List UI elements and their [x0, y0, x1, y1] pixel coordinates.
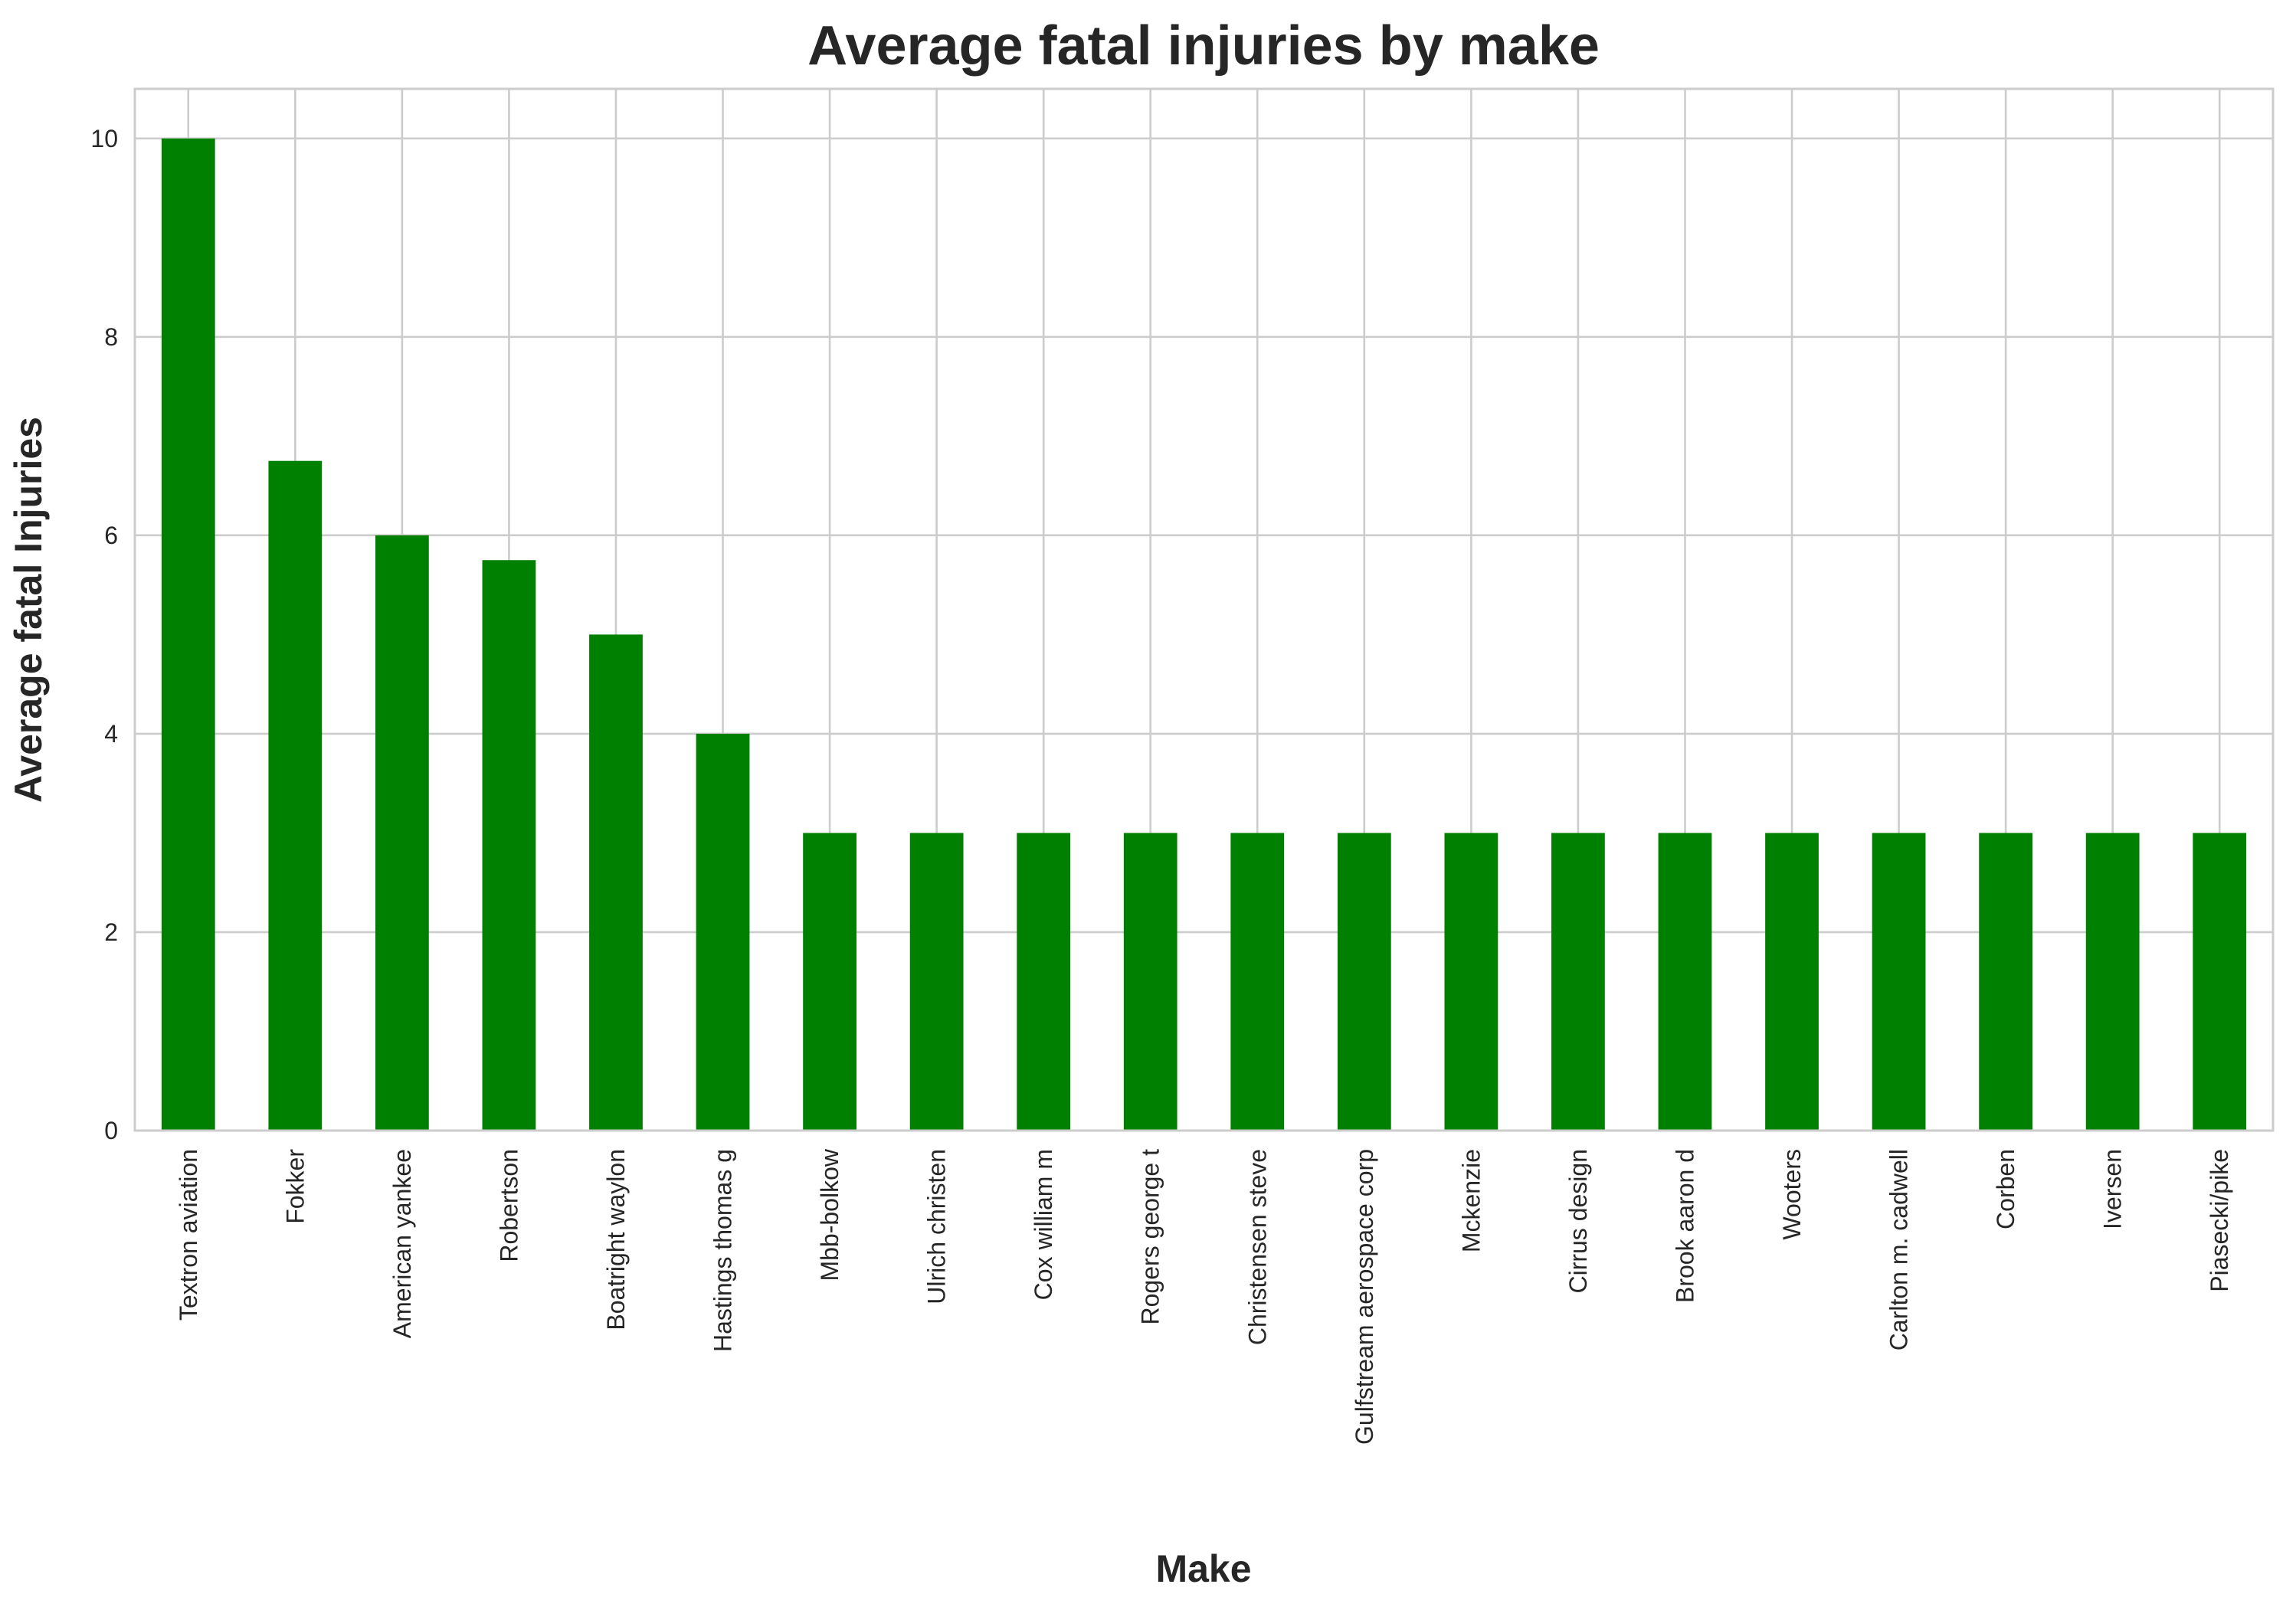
- x-tick-label: Ulrich christen: [923, 1149, 951, 1304]
- bar-layer: [161, 138, 2247, 1131]
- x-tick-label: Carlton m. cadwell: [1885, 1149, 1913, 1350]
- bar: [696, 733, 750, 1131]
- bar: [482, 560, 536, 1131]
- y-tick-label: 2: [104, 918, 118, 946]
- x-axis-label: Make: [1155, 1547, 1251, 1590]
- bar: [2193, 833, 2247, 1131]
- x-tick-labels: Textron aviation Fokker American yankee Rob…: [175, 1148, 2233, 1445]
- grid-layer: [135, 89, 2273, 1132]
- bar: [375, 535, 429, 1131]
- x-tick-label: Cox william m: [1030, 1149, 1057, 1300]
- x-tick-label: Hastings thomas g: [709, 1149, 737, 1352]
- bar: [1230, 833, 1285, 1131]
- x-tick-label: Piasecki/pike: [2206, 1149, 2233, 1292]
- bar: [1551, 833, 1605, 1131]
- x-tick-label: Robertson: [495, 1149, 522, 1262]
- bar: [1444, 833, 1498, 1131]
- bar: [1979, 833, 2033, 1131]
- bar: [1337, 833, 1391, 1131]
- y-tick-label: 0: [104, 1117, 118, 1144]
- bar: [589, 634, 643, 1131]
- bar: [268, 460, 323, 1131]
- bar: [909, 833, 964, 1131]
- y-tick-label: 6: [104, 522, 118, 549]
- y-tick-label: 8: [104, 323, 118, 351]
- y-axis-label: Average fatal Injuries: [7, 417, 50, 803]
- bar: [1872, 833, 1926, 1131]
- chart-title: Average fatal injuries by make: [807, 15, 1600, 77]
- x-tick-label: Boatright waylon: [602, 1149, 630, 1331]
- bar: [803, 833, 856, 1131]
- x-tick-label: Wooters: [1778, 1149, 1806, 1240]
- x-tick-label: Gulfstream aerospace corp: [1351, 1149, 1378, 1445]
- bar: [1123, 833, 1177, 1131]
- x-tick-label: Iversen: [2099, 1149, 2127, 1229]
- x-tick-label: Rogers george t: [1137, 1149, 1164, 1325]
- x-tick-label: Christensen steve: [1243, 1149, 1271, 1345]
- plot-frame: [133, 87, 2275, 1132]
- x-tick-label: Mckenzie: [1457, 1149, 1485, 1252]
- x-tick-label: Cirrus design: [1564, 1149, 1592, 1294]
- bar: [1017, 833, 1071, 1131]
- x-tick-label: Brook aaron d: [1671, 1149, 1698, 1303]
- bar: [161, 138, 215, 1131]
- bar: [2085, 833, 2140, 1131]
- x-tick-label: Textron aviation: [175, 1149, 202, 1321]
- x-tick-label: Fokker: [281, 1149, 309, 1224]
- x-tick-label: American yankee: [388, 1149, 416, 1338]
- bar: [1765, 833, 1819, 1131]
- y-tick-labels: 0 2 4 6 8 10: [90, 125, 118, 1144]
- x-tick-label: Corben: [1992, 1149, 2019, 1229]
- y-tick-label: 4: [104, 720, 118, 748]
- bar: [1658, 833, 1712, 1131]
- x-tick-label: Mbb-bolkow: [816, 1148, 843, 1281]
- y-tick-label: 10: [90, 125, 118, 152]
